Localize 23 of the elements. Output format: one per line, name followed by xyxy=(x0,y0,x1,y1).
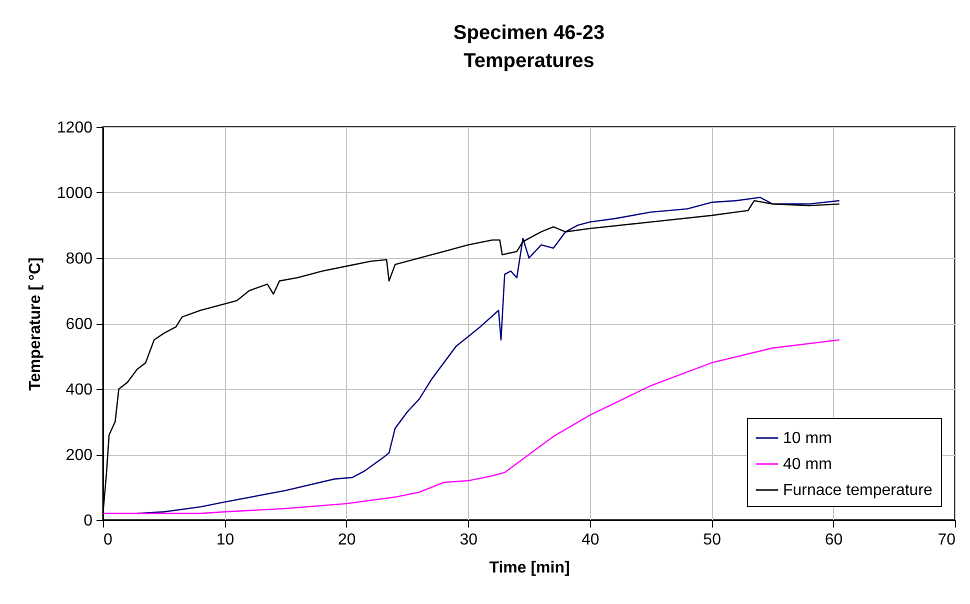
x-tick-label: 50 xyxy=(703,532,722,548)
y-tick-label: 600 xyxy=(66,316,93,333)
y-tick-label: 200 xyxy=(66,447,93,464)
legend-label: 40 mm xyxy=(783,456,832,473)
chart-title: Specimen 46-23 xyxy=(453,22,605,44)
x-tick-label: 0 xyxy=(104,532,112,548)
y-axis-title: Temperature [ °C] xyxy=(26,257,44,391)
legend-label: Furnace temperature xyxy=(783,482,933,499)
legend-label: 10 mm xyxy=(783,430,832,447)
x-tick-label: 60 xyxy=(824,532,843,548)
y-tick-label: 1000 xyxy=(56,185,93,202)
y-tick-label: 1200 xyxy=(56,120,93,136)
chart-subtitle: Temperatures xyxy=(464,50,594,72)
x-tick-label: 30 xyxy=(460,532,478,548)
x-tick-label: 70 xyxy=(938,532,956,548)
y-tick-label: 400 xyxy=(66,382,93,398)
x-tick-label: 10 xyxy=(216,532,234,548)
y-tick-label: 0 xyxy=(84,512,93,530)
x-tick-label: 40 xyxy=(581,532,600,548)
y-tick-label: 800 xyxy=(66,250,93,268)
x-axis-title: Time [min] xyxy=(489,560,570,576)
x-tick-label: 20 xyxy=(338,532,356,548)
line-series xyxy=(102,339,840,514)
